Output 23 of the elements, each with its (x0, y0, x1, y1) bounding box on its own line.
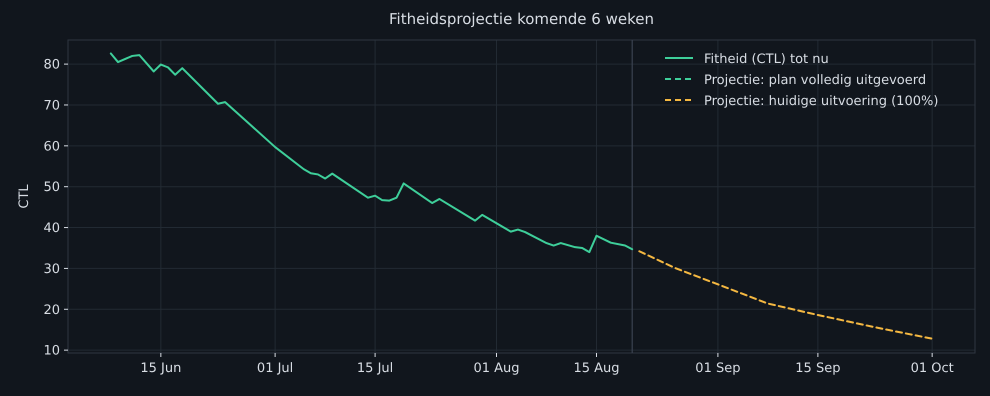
legend-label: Fitheid (CTL) tot nu (704, 52, 829, 67)
y-tick-label: 50 (43, 180, 60, 196)
x-tick-label: 01 Sep (695, 361, 740, 376)
y-tick-label: 70 (43, 98, 60, 114)
line-series (638, 250, 934, 340)
y-tick-label: 60 (43, 139, 60, 154)
y-tick-label: 80 (43, 58, 60, 73)
x-tick-label: 15 Jun (140, 361, 182, 376)
y-tick-label: 40 (43, 221, 60, 236)
y-tick-label: 10 (43, 344, 60, 359)
x-tick-label: 15 Jul (356, 361, 394, 376)
x-tick-label: 15 Aug (573, 361, 620, 376)
legend-label: Projectie: plan volledig uitgevoerd (704, 73, 926, 88)
x-tick-label: 01 Jul (256, 361, 294, 376)
x-tick-label: 01 Oct (910, 361, 954, 376)
line-series (110, 52, 634, 254)
y-tick-label: 20 (43, 302, 60, 318)
x-tick-label: 01 Aug (473, 361, 520, 376)
chart-title: Fitheidsprojectie komende 6 weken (389, 10, 654, 28)
legend-label: Projectie: huidige uitvoering (100%) (704, 94, 938, 109)
y-tick-label: 30 (43, 262, 60, 277)
y-axis-title: CTL (17, 184, 32, 209)
x-tick-label: 15 Sep (795, 361, 840, 376)
